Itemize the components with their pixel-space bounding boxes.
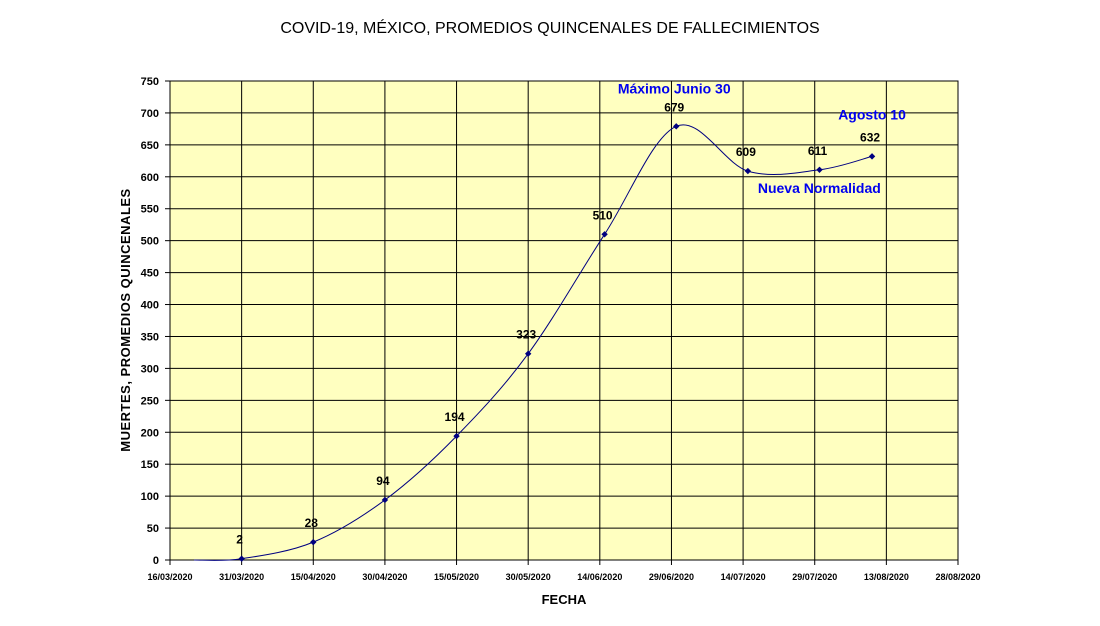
data-label: 2 — [236, 533, 243, 547]
plot-frame — [169, 80, 959, 561]
y-tick-label: 200 — [141, 427, 159, 439]
data-label: 632 — [860, 130, 880, 144]
x-tick-label: 29/07/2020 — [792, 572, 837, 582]
data-point — [310, 538, 317, 546]
x-tick-label: 30/04/2020 — [362, 572, 407, 582]
data-point — [524, 350, 532, 357]
y-tick-label: 400 — [141, 300, 159, 312]
annotation: Nueva Normalidad — [758, 180, 881, 196]
y-tick-label: 700 — [141, 108, 159, 120]
data-point — [453, 432, 460, 440]
chart-title: COVID-19, MÉXICO, PROMEDIOS QUINCENALES … — [280, 20, 820, 37]
x-tick-label: 16/03/2020 — [147, 572, 192, 582]
y-tick-label: 450 — [141, 268, 159, 280]
y-tick-label: 600 — [141, 172, 159, 184]
x-tick-label: 30/05/2020 — [506, 572, 551, 582]
y-tick-label: 150 — [141, 459, 159, 471]
data-point — [381, 496, 389, 504]
y-tick-label: 250 — [141, 395, 159, 407]
data-label: 510 — [593, 208, 613, 222]
annotation: Máximo Junio 30 — [618, 80, 731, 96]
x-tick-label: 14/07/2020 — [721, 572, 766, 582]
y-tick-label: 650 — [141, 140, 159, 152]
y-tick-label: 350 — [141, 331, 159, 343]
data-label: 94 — [376, 474, 390, 488]
data-label: 609 — [736, 145, 756, 159]
data-label: 323 — [516, 328, 536, 342]
plot-background — [170, 81, 958, 560]
x-axis-label: FECHA — [542, 592, 587, 607]
data-label: 194 — [445, 410, 465, 424]
y-tick-label: 0 — [153, 555, 159, 567]
data-point — [673, 123, 680, 130]
x-tick-label: 13/08/2020 — [864, 572, 909, 582]
x-tick-label: 15/04/2020 — [291, 572, 336, 582]
annotation: Agosto 10 — [838, 106, 906, 122]
data-point — [238, 555, 245, 562]
y-tick-label: 500 — [141, 236, 159, 248]
data-label: 28 — [305, 516, 319, 530]
data-point — [868, 153, 876, 160]
x-tick-label: 31/03/2020 — [219, 572, 264, 582]
x-tick-label: 14/06/2020 — [577, 572, 622, 582]
axis-layer: 0 50 100 150 200 250 300 350 400 450 500 550 600 650 7… — [141, 76, 981, 582]
series-layer — [193, 123, 876, 562]
data-point — [744, 167, 752, 175]
y-tick-label: 550 — [141, 204, 159, 216]
y-tick-label: 100 — [141, 491, 159, 503]
x-tick-label: 15/05/2020 — [434, 572, 479, 582]
data-point — [816, 166, 823, 173]
y-tick-label: 750 — [141, 76, 159, 88]
label-layer: 2 28 94 194 323 510 679 609 611 632 Máximo Junio 3… — [236, 80, 906, 546]
x-tick-label: 28/08/2020 — [935, 572, 980, 582]
y-tick-label: 300 — [141, 363, 159, 375]
y-tick-label: 50 — [147, 523, 159, 535]
data-point — [601, 231, 608, 238]
data-label: 611 — [808, 144, 828, 158]
data-label: 679 — [664, 100, 684, 114]
y-axis-label: MUERTES, PROMEDIOS QUINCENALES — [118, 188, 133, 451]
x-tick-label: 29/06/2020 — [649, 572, 694, 582]
